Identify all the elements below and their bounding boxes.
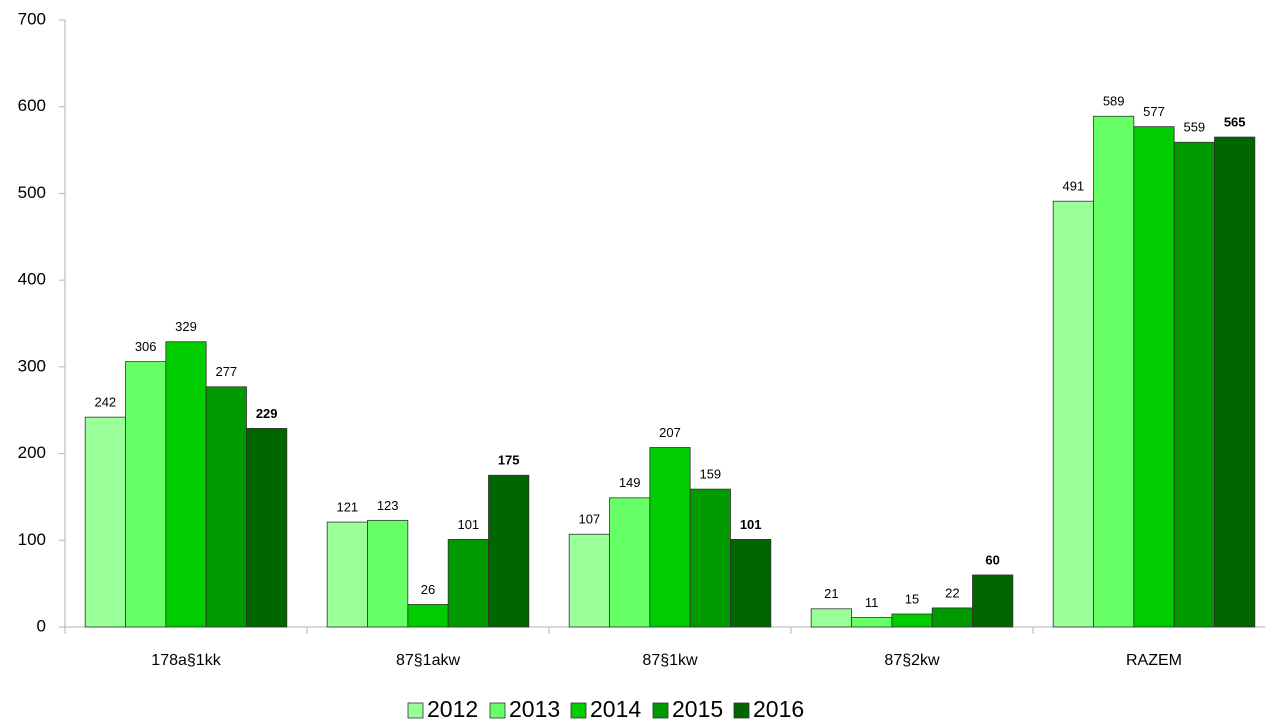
bar [125, 361, 167, 628]
value-label: 21 [824, 586, 838, 601]
legend-label: 2013 [509, 696, 560, 719]
x-tick-label: 178a§1kk [151, 652, 221, 669]
x-tick-label: 87§1akw [396, 652, 460, 669]
value-label: 229 [256, 406, 278, 421]
bar [851, 617, 893, 628]
bar [165, 341, 207, 628]
bar [1052, 200, 1094, 628]
value-label: 242 [94, 395, 116, 410]
y-tick-label: 200 [18, 443, 46, 462]
y-tick-label: 700 [18, 9, 46, 28]
bar [1214, 136, 1256, 628]
legend-label: 2015 [672, 696, 723, 719]
value-label: 559 [1183, 120, 1205, 135]
bar [931, 607, 973, 628]
x-tick-label: RAZEM [1126, 652, 1182, 669]
bar [649, 447, 691, 628]
value-label: 101 [740, 517, 762, 532]
value-label: 577 [1143, 104, 1165, 119]
bar [891, 613, 933, 628]
bar [972, 574, 1014, 628]
value-label: 329 [175, 319, 197, 334]
legend-swatch [570, 702, 587, 719]
bar [568, 533, 610, 628]
y-tick-label: 0 [37, 616, 46, 635]
value-label: 159 [699, 467, 721, 482]
legend-swatch [489, 702, 506, 719]
bar [689, 488, 731, 628]
value-label: 565 [1224, 115, 1246, 130]
value-label: 306 [135, 339, 157, 354]
bar [1093, 115, 1135, 628]
value-label: 123 [377, 498, 399, 513]
value-label: 175 [498, 453, 520, 468]
value-label: 101 [457, 517, 479, 532]
bar [730, 539, 772, 628]
value-label: 121 [336, 500, 358, 515]
bar [407, 604, 449, 628]
y-tick-label: 600 [18, 96, 46, 115]
x-tick-label: 87§2kw [884, 652, 940, 669]
bar [84, 416, 126, 628]
value-label: 207 [659, 425, 681, 440]
x-tick-label: 87§1kw [642, 652, 698, 669]
bar [1133, 126, 1175, 628]
value-label: 107 [578, 512, 600, 527]
y-tick-label: 500 [18, 183, 46, 202]
y-tick-label: 300 [18, 356, 46, 375]
value-label: 15 [905, 591, 919, 606]
bar [609, 497, 651, 628]
legend-swatch [733, 702, 750, 719]
bar [246, 428, 288, 628]
value-label: 22 [945, 585, 959, 600]
value-label: 26 [421, 582, 435, 597]
value-label: 589 [1103, 94, 1125, 109]
bar [488, 474, 530, 628]
legend-swatch [652, 702, 669, 719]
y-tick-label: 400 [18, 270, 46, 289]
value-label: 149 [619, 475, 641, 490]
bar [326, 521, 368, 628]
bar [367, 519, 409, 628]
value-label: 277 [215, 364, 237, 379]
legend-label: 2016 [753, 696, 804, 719]
bar [1173, 141, 1215, 628]
bar [205, 386, 247, 628]
value-label: 60 [985, 552, 999, 567]
legend-label: 2012 [427, 696, 478, 719]
value-label: 491 [1062, 179, 1084, 194]
value-label: 11 [865, 595, 879, 610]
bar [447, 539, 489, 628]
y-tick-label: 100 [18, 530, 46, 549]
bar [810, 608, 852, 628]
legend-swatch [407, 702, 424, 719]
legend-label: 2014 [590, 696, 641, 719]
